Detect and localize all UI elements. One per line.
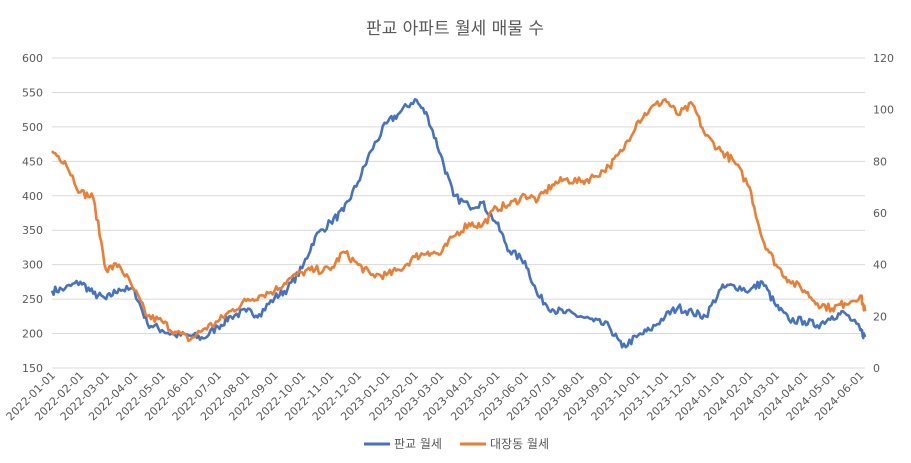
left-y-tick-label: 350: [22, 224, 43, 237]
right-y-tick-label: 60: [873, 207, 887, 220]
right-y-tick-label: 120: [873, 52, 894, 65]
left-y-tick-label: 600: [22, 52, 43, 65]
series-line: [50, 98, 867, 349]
left-y-tick-label: 450: [22, 155, 43, 168]
right-y-tick-label: 0: [873, 362, 880, 375]
right-y-tick-label: 40: [873, 259, 887, 272]
left-y-tick-label: 250: [22, 293, 43, 306]
legend-label: 판교 월세: [394, 437, 442, 451]
right-y-axis: 0 20 40 60 80 100 120: [873, 52, 894, 375]
left-y-tick-label: 200: [22, 328, 43, 341]
legend-item: 판교 월세: [364, 437, 442, 451]
left-y-tick-label: 400: [22, 190, 43, 203]
left-y-tick-label: 550: [22, 86, 43, 99]
left-y-axis: 150 200 250 300 350 400 450 500 550 600: [22, 52, 43, 375]
right-y-tick-label: 20: [873, 310, 887, 323]
left-y-tick-label: 500: [22, 121, 43, 134]
left-y-tick-label: 150: [22, 362, 43, 375]
series-lines: [50, 98, 867, 349]
series-1: [50, 98, 867, 349]
right-y-tick-label: 100: [873, 104, 894, 117]
left-y-tick-label: 300: [22, 259, 43, 272]
chart-title: 판교 아파트 월세 매물 수: [366, 19, 544, 39]
right-y-tick-label: 80: [873, 155, 887, 168]
x-axis: 2022-01-012022-02-012022-03-012022-04-01…: [4, 369, 867, 423]
series-2: [51, 98, 867, 343]
legend-label: 대장동 월세: [490, 437, 549, 451]
legend: 판교 월세 대장동 월세: [364, 437, 549, 451]
legend-item: 대장동 월세: [460, 437, 549, 451]
series-line: [51, 98, 867, 343]
gridlines: [52, 57, 865, 369]
